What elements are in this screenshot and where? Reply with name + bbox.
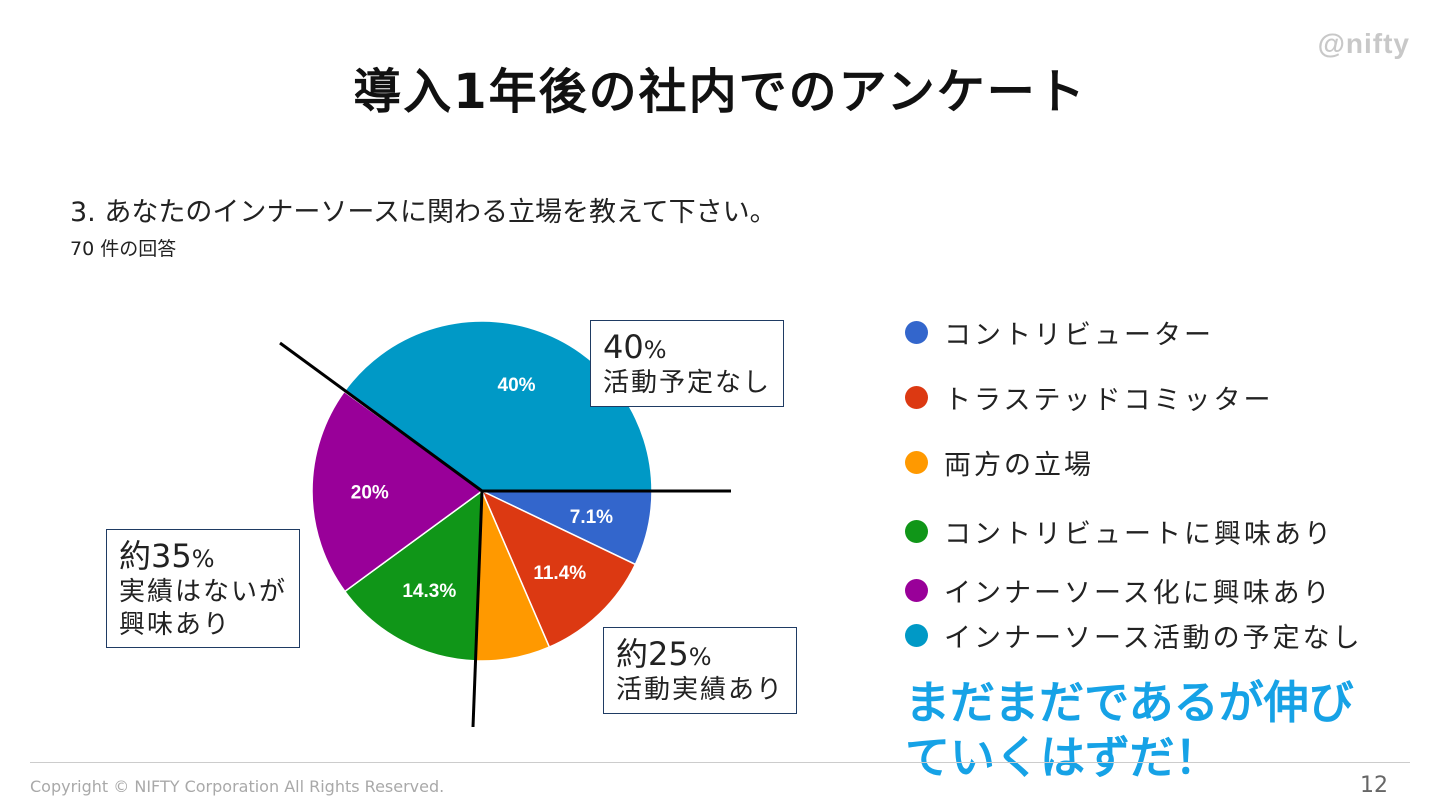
legend-item-no-plan: インナーソース活動の予定なし xyxy=(905,616,1363,655)
callout-no-plan-value: 40 xyxy=(603,328,644,366)
footer-divider xyxy=(30,762,1410,763)
legend-label: 両方の立場 xyxy=(944,450,1094,481)
survey-question: 3. あなたのインナーソースに関わる立場を教えて下さい。 xyxy=(70,197,777,228)
legend-item-innersource-interest: インナーソース化に興味あり xyxy=(905,571,1333,610)
callout-active: 約25% 活動実績あり xyxy=(603,627,798,714)
legend-label: トラステッドコミッター xyxy=(944,385,1274,416)
callout-active-value: 約25 xyxy=(616,635,689,673)
legend-dot-icon xyxy=(905,451,928,474)
pie-slice-label: 11.4% xyxy=(533,563,586,584)
legend-label: インナーソース活動の予定なし xyxy=(944,623,1363,654)
callout-no-plan-text: 活動予定なし xyxy=(603,368,772,398)
emphasis-message: まだまだであるが伸びていくはずだ！ xyxy=(905,676,1354,784)
pie-labels: 7.1% 11.4% 14.3% 20% 40% xyxy=(351,375,613,602)
legend-dot-icon xyxy=(905,321,928,344)
page-number: 12 xyxy=(1360,773,1388,798)
pie-slice-label: 20% xyxy=(351,482,389,503)
legend-dot-icon xyxy=(905,386,928,409)
response-count: 70 件の回答 xyxy=(70,238,177,260)
legend-label: コントリビューター xyxy=(944,320,1214,351)
pie-slice-6 xyxy=(343,320,653,492)
legend-label: コントリビュートに興味あり xyxy=(944,519,1334,550)
divider-line-bottom xyxy=(471,490,484,728)
pie-slice-2 xyxy=(480,489,637,649)
legend-dot-icon xyxy=(905,579,928,602)
pie-slice-label: 7.1% xyxy=(570,507,613,528)
nifty-logo: @nifty xyxy=(1317,28,1410,59)
legend-label: インナーソース化に興味あり xyxy=(944,578,1333,609)
pie-slice-5 xyxy=(311,390,484,593)
callout-interest-unit: % xyxy=(191,545,215,573)
legend-item-contributor: コントリビューター xyxy=(905,313,1214,352)
callout-active-unit: % xyxy=(688,643,712,671)
pie-slice-label: 14.3% xyxy=(402,581,456,602)
callout-no-plan: 40% 活動予定なし xyxy=(590,320,785,407)
legend-item-both: 両方の立場 xyxy=(905,443,1094,482)
callout-active-text: 活動実績あり xyxy=(616,675,785,705)
legend-item-trusted-committer: トラステッドコミッター xyxy=(905,378,1273,417)
legend-dot-icon xyxy=(905,624,928,647)
pie-slices xyxy=(311,320,653,662)
callout-no-plan-unit: % xyxy=(643,336,667,364)
callout-interest-line2: 興味あり xyxy=(119,609,232,640)
callout-interest-value: 約35 xyxy=(119,537,192,575)
divider-lines xyxy=(279,341,731,728)
divider-line-upper-left xyxy=(279,341,483,493)
copyright: Copyright © NIFTY Corporation All Rights… xyxy=(30,777,445,796)
callout-interest: 約35% 実績はないが 興味あり xyxy=(106,529,301,648)
legend-dot-icon xyxy=(905,520,928,543)
pie-slice-label: 40% xyxy=(498,375,536,396)
pie-slice-4 xyxy=(343,489,483,662)
legend-item-contribute-interest: コントリビュートに興味あり xyxy=(905,512,1334,551)
callout-interest-line1: 実績はないが xyxy=(119,577,288,607)
slide-title: 導入1年後の社内でのアンケート xyxy=(353,64,1087,120)
